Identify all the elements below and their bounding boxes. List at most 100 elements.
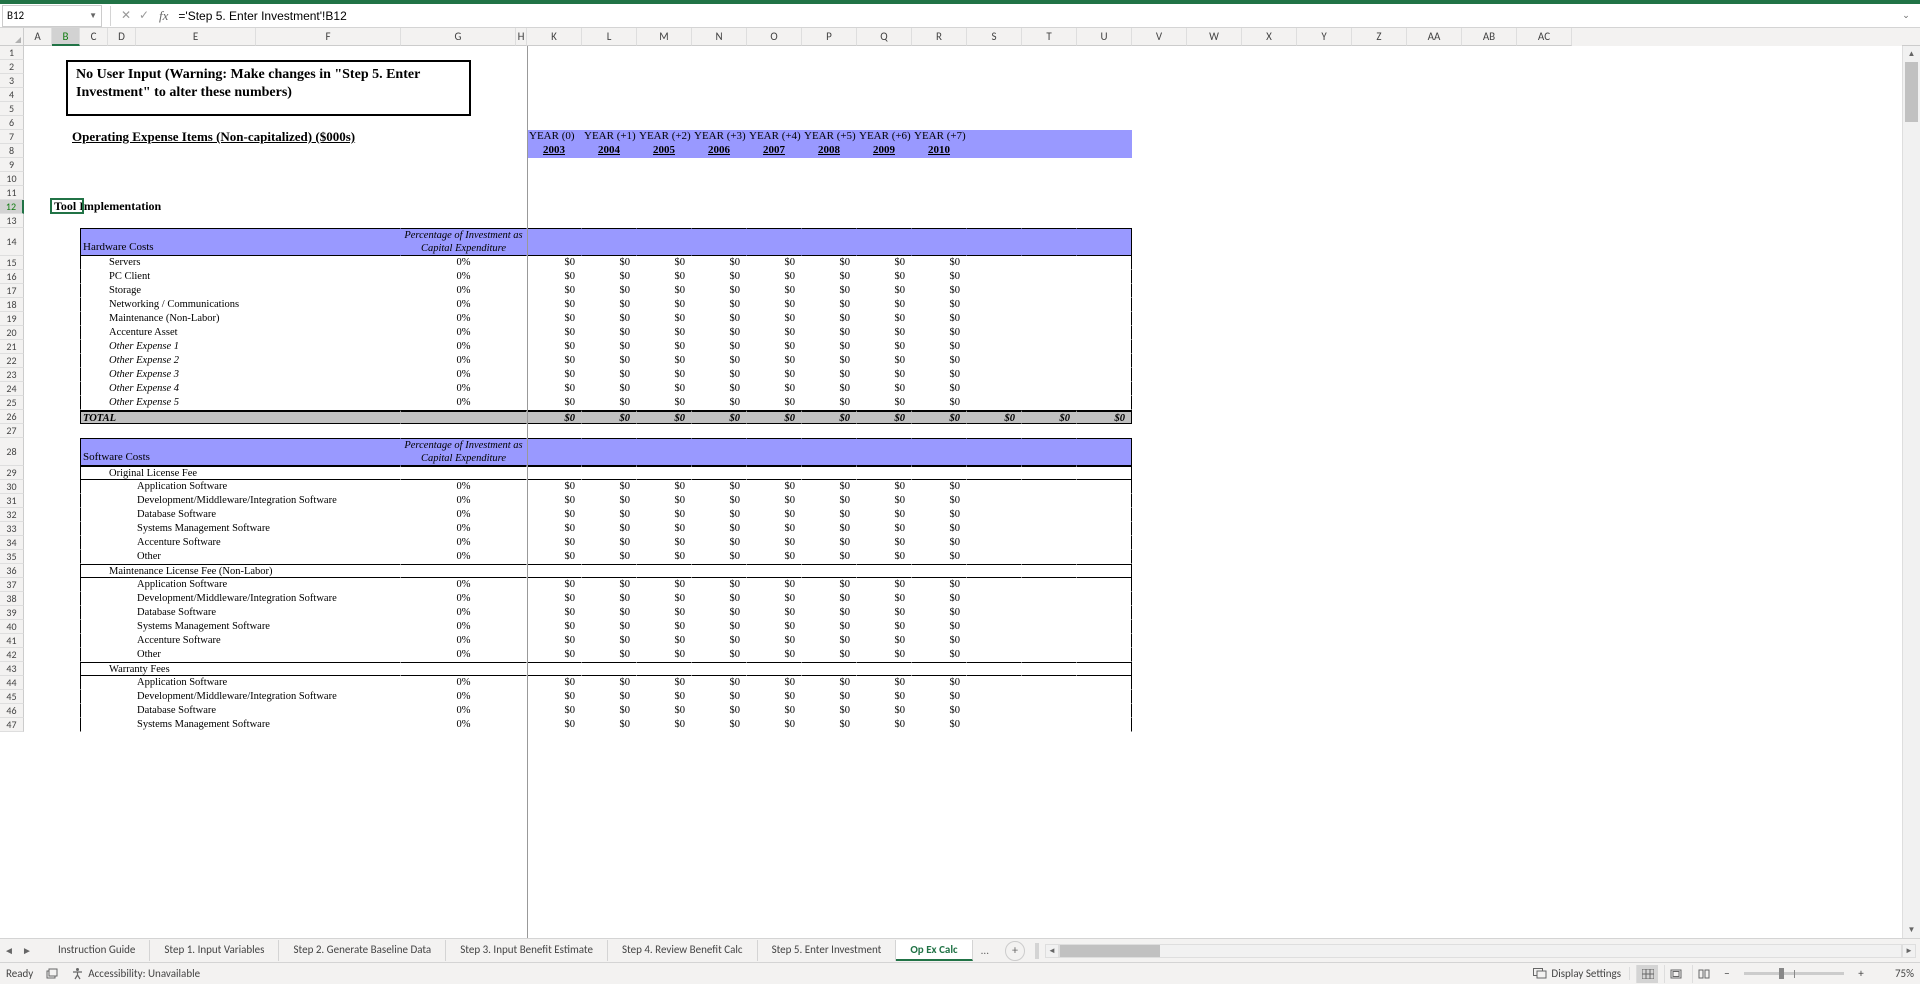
column-header-W[interactable]: W (1187, 28, 1242, 46)
row-header-11[interactable]: 11 (0, 186, 24, 200)
column-header-N[interactable]: N (692, 28, 747, 46)
row-header-27[interactable]: 27 (0, 424, 24, 438)
row-header-35[interactable]: 35 (0, 550, 24, 564)
row-header-21[interactable]: 21 (0, 340, 24, 354)
column-header-Z[interactable]: Z (1352, 28, 1407, 46)
tab-nav-next-icon[interactable]: ► (18, 944, 36, 957)
scroll-up-icon[interactable]: ▲ (1903, 46, 1920, 62)
page-layout-view-button[interactable] (1664, 965, 1686, 983)
sheet-tab[interactable]: Step 5. Enter Investment (758, 940, 897, 961)
formula-input[interactable] (174, 5, 1900, 27)
page-break-view-button[interactable] (1692, 965, 1714, 983)
grid-body[interactable]: No User Input (Warning: Make changes in … (24, 46, 1902, 732)
column-header-T[interactable]: T (1022, 28, 1077, 46)
column-header-Y[interactable]: Y (1297, 28, 1352, 46)
sheet-tab[interactable]: Instruction Guide (44, 940, 150, 961)
column-header-B[interactable]: B (52, 28, 80, 46)
row-header-2[interactable]: 2 (0, 60, 24, 74)
row-header-16[interactable]: 16 (0, 270, 24, 284)
row-header-20[interactable]: 20 (0, 326, 24, 340)
column-header-M[interactable]: M (637, 28, 692, 46)
row-header-37[interactable]: 37 (0, 578, 24, 592)
normal-view-button[interactable] (1636, 965, 1658, 983)
macro-recording-icon[interactable] (45, 967, 59, 981)
column-header-P[interactable]: P (802, 28, 857, 46)
row-header-17[interactable]: 17 (0, 284, 24, 298)
column-header-AA[interactable]: AA (1407, 28, 1462, 46)
vscroll-track[interactable] (1903, 62, 1920, 922)
cancel-formula-icon[interactable]: ✕ (117, 8, 135, 23)
accessibility-status[interactable]: Accessibility: Unavailable (71, 967, 200, 980)
row-header-28[interactable]: 28 (0, 438, 24, 466)
row-header-42[interactable]: 42 (0, 648, 24, 662)
add-sheet-button[interactable]: + (1005, 941, 1025, 961)
hscroll-thumb[interactable] (1060, 945, 1160, 957)
name-box[interactable]: B12 ▼ (2, 5, 102, 27)
row-header-40[interactable]: 40 (0, 620, 24, 634)
row-header-14[interactable]: 14 (0, 228, 24, 256)
row-header-6[interactable]: 6 (0, 116, 24, 130)
row-header-47[interactable]: 47 (0, 718, 24, 732)
row-header-8[interactable]: 8 (0, 144, 24, 158)
column-header-G[interactable]: G (401, 28, 516, 46)
vscroll-thumb[interactable] (1905, 62, 1918, 122)
row-header-30[interactable]: 30 (0, 480, 24, 494)
column-header-U[interactable]: U (1077, 28, 1132, 46)
column-header-K[interactable]: K (527, 28, 582, 46)
row-header-4[interactable]: 4 (0, 88, 24, 102)
row-header-44[interactable]: 44 (0, 676, 24, 690)
row-header-10[interactable]: 10 (0, 172, 24, 186)
fx-icon[interactable]: fx (159, 8, 168, 24)
sheet-tab[interactable]: Step 4. Review Benefit Calc (608, 940, 758, 961)
row-header-24[interactable]: 24 (0, 382, 24, 396)
row-header-34[interactable]: 34 (0, 536, 24, 550)
vertical-scrollbar[interactable]: ▲ ▼ (1902, 46, 1920, 938)
row-header-33[interactable]: 33 (0, 522, 24, 536)
select-all-corner[interactable] (0, 28, 24, 46)
column-header-V[interactable]: V (1132, 28, 1187, 46)
column-header-D[interactable]: D (108, 28, 136, 46)
sheet-tab[interactable]: Op Ex Calc (896, 940, 972, 961)
column-header-O[interactable]: O (747, 28, 802, 46)
row-header-12[interactable]: 12 (0, 200, 24, 214)
column-header-S[interactable]: S (967, 28, 1022, 46)
row-header-25[interactable]: 25 (0, 396, 24, 410)
row-header-39[interactable]: 39 (0, 606, 24, 620)
row-header-32[interactable]: 32 (0, 508, 24, 522)
zoom-out-button[interactable]: − (1720, 967, 1734, 980)
column-header-AC[interactable]: AC (1517, 28, 1572, 46)
row-header-26[interactable]: 26 (0, 410, 24, 424)
name-box-dropdown-icon[interactable]: ▼ (89, 11, 97, 21)
row-header-7[interactable]: 7 (0, 130, 24, 144)
column-header-X[interactable]: X (1242, 28, 1297, 46)
row-header-18[interactable]: 18 (0, 298, 24, 312)
horizontal-scrollbar[interactable]: ◄ ► (1041, 944, 1920, 958)
tab-overflow-button[interactable]: ... (973, 944, 997, 957)
column-header-L[interactable]: L (582, 28, 637, 46)
hscroll-left-icon[interactable]: ◄ (1045, 944, 1059, 958)
row-header-36[interactable]: 36 (0, 564, 24, 578)
column-header-AB[interactable]: AB (1462, 28, 1517, 46)
row-header-15[interactable]: 15 (0, 256, 24, 270)
zoom-in-button[interactable]: + (1854, 967, 1868, 980)
hscroll-right-icon[interactable]: ► (1902, 944, 1916, 958)
row-header-22[interactable]: 22 (0, 354, 24, 368)
sheet-tab[interactable]: Step 1. Input Variables (150, 940, 279, 961)
hscroll-track[interactable] (1059, 944, 1902, 958)
row-header-43[interactable]: 43 (0, 662, 24, 676)
column-header-E[interactable]: E (136, 28, 256, 46)
row-header-45[interactable]: 45 (0, 690, 24, 704)
row-header-1[interactable]: 1 (0, 46, 24, 60)
row-header-23[interactable]: 23 (0, 368, 24, 382)
row-header-13[interactable]: 13 (0, 214, 24, 228)
column-header-R[interactable]: R (912, 28, 967, 46)
row-header-9[interactable]: 9 (0, 158, 24, 172)
row-header-31[interactable]: 31 (0, 494, 24, 508)
tab-nav-first-icon[interactable]: ◄ (0, 944, 18, 957)
enter-formula-icon[interactable]: ✓ (135, 8, 153, 23)
column-header-H[interactable]: H (516, 28, 527, 46)
row-header-5[interactable]: 5 (0, 102, 24, 116)
sheet-tab[interactable]: Step 2. Generate Baseline Data (279, 940, 446, 961)
row-header-38[interactable]: 38 (0, 592, 24, 606)
row-header-41[interactable]: 41 (0, 634, 24, 648)
